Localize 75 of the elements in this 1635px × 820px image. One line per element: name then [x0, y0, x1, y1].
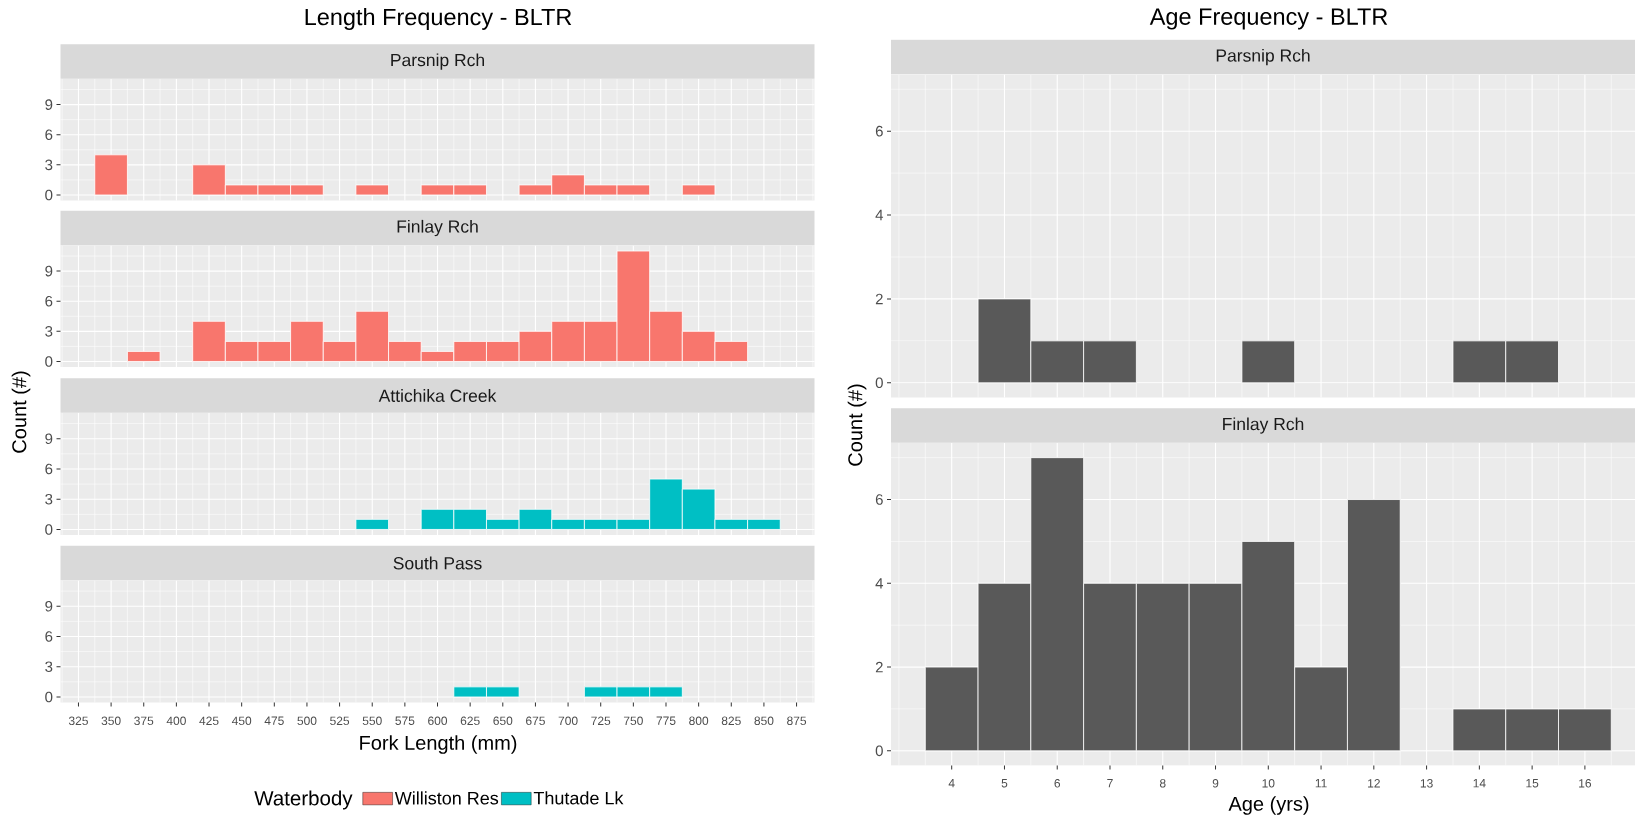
x-tick-label: 325: [68, 716, 88, 726]
y-tick-label: 0: [45, 691, 53, 703]
y-tick-label: 9: [45, 99, 53, 110]
x-tick-label: 5: [1001, 779, 1008, 788]
legend-label: Thutade Lk: [533, 791, 624, 805]
y-tick-label: 6: [875, 125, 883, 137]
x-tick-label: 7: [1107, 779, 1113, 788]
chart-title: Age Frequency - BLTR: [1149, 8, 1388, 30]
x-tick-label: 11: [1315, 779, 1327, 788]
chart-subtitle: Finlay Rch: [397, 219, 478, 237]
x-tick-label: 15: [1526, 779, 1539, 788]
y-tick-label: 0: [45, 356, 53, 367]
x-tick-label: 400: [166, 716, 186, 726]
x-tick-label: 850: [754, 716, 774, 726]
x-tick-label: 875: [787, 716, 807, 726]
x-tick-label: 16: [1579, 779, 1592, 788]
x-tick-label: 700: [558, 716, 578, 726]
x-tick-label: 500: [297, 716, 317, 726]
x-tick-label: 12: [1368, 779, 1380, 788]
x-tick-label: 675: [526, 716, 545, 726]
x-tick-label: 4: [948, 779, 955, 788]
y-tick-label: 4: [875, 209, 884, 221]
y-tick-label: 6: [45, 129, 53, 141]
x-tick-label: 450: [231, 716, 252, 726]
legend-title: Waterbody: [254, 790, 353, 810]
x-tick-label: 350: [101, 716, 121, 726]
y-tick-label: 6: [875, 494, 883, 505]
x-tick-label: 425: [199, 716, 219, 726]
y-tick-label: 2: [875, 293, 883, 305]
chart-subtitle: South Pass: [393, 556, 482, 570]
chart-subtitle: Finlay Rch: [1223, 417, 1304, 434]
x-tick-label: 10: [1262, 779, 1275, 788]
x-tick-label: 475: [264, 716, 284, 725]
x-tick-label: 575: [395, 716, 415, 725]
chart-subtitle: Parsnip Rch: [1216, 48, 1310, 66]
x-tick-label: 525: [330, 716, 350, 726]
x-tick-label: 725: [591, 716, 611, 726]
x-tick-label: 14: [1473, 779, 1486, 788]
y-tick-label: 6: [45, 463, 53, 475]
x-tick-label: 775: [656, 716, 676, 725]
y-tick-label: 0: [875, 377, 883, 389]
x-tick-label: 13: [1420, 779, 1433, 788]
y-tick-label: 4: [875, 578, 884, 589]
x-axis-title: Age (yrs): [1228, 796, 1309, 815]
x-tick-label: 800: [689, 716, 709, 726]
y-axis-title: Count (#): [11, 371, 31, 453]
legend-label: Williston Res: [394, 791, 499, 805]
y-tick-label: 3: [45, 493, 53, 505]
x-tick-label: 6: [1054, 779, 1061, 788]
x-tick-label: 750: [623, 716, 643, 726]
x-tick-label: 9: [1212, 779, 1219, 788]
x-tick-label: 550: [362, 716, 382, 726]
y-tick-label: 0: [45, 524, 53, 535]
x-tick-label: 650: [493, 716, 513, 726]
y-tick-label: 3: [45, 326, 53, 337]
y-tick-label: 6: [45, 631, 53, 642]
y-tick-label: 0: [45, 189, 53, 201]
y-tick-label: 3: [45, 159, 53, 171]
x-tick-label: 600: [428, 716, 448, 726]
chart-subtitle: Parsnip Rch: [391, 53, 484, 70]
y-tick-label: 9: [45, 600, 53, 612]
x-tick-label: 825: [721, 716, 741, 726]
chart-subtitle: Attichika Creek: [378, 389, 497, 402]
x-tick-label: 625: [460, 716, 480, 726]
y-tick-label: 9: [45, 433, 53, 445]
x-axis-title: Fork Length (mm): [360, 735, 517, 754]
y-tick-label: 0: [875, 745, 883, 757]
y-axis-title: Count (#): [847, 384, 867, 466]
x-tick-label: 8: [1159, 779, 1166, 788]
chart-title: Length Frequency - BLTR: [305, 8, 572, 30]
y-tick-label: 2: [875, 661, 883, 673]
x-tick-label: 375: [134, 716, 154, 726]
y-tick-label: 3: [45, 661, 53, 673]
y-tick-label: 9: [45, 265, 53, 277]
y-tick-label: 6: [45, 295, 53, 307]
